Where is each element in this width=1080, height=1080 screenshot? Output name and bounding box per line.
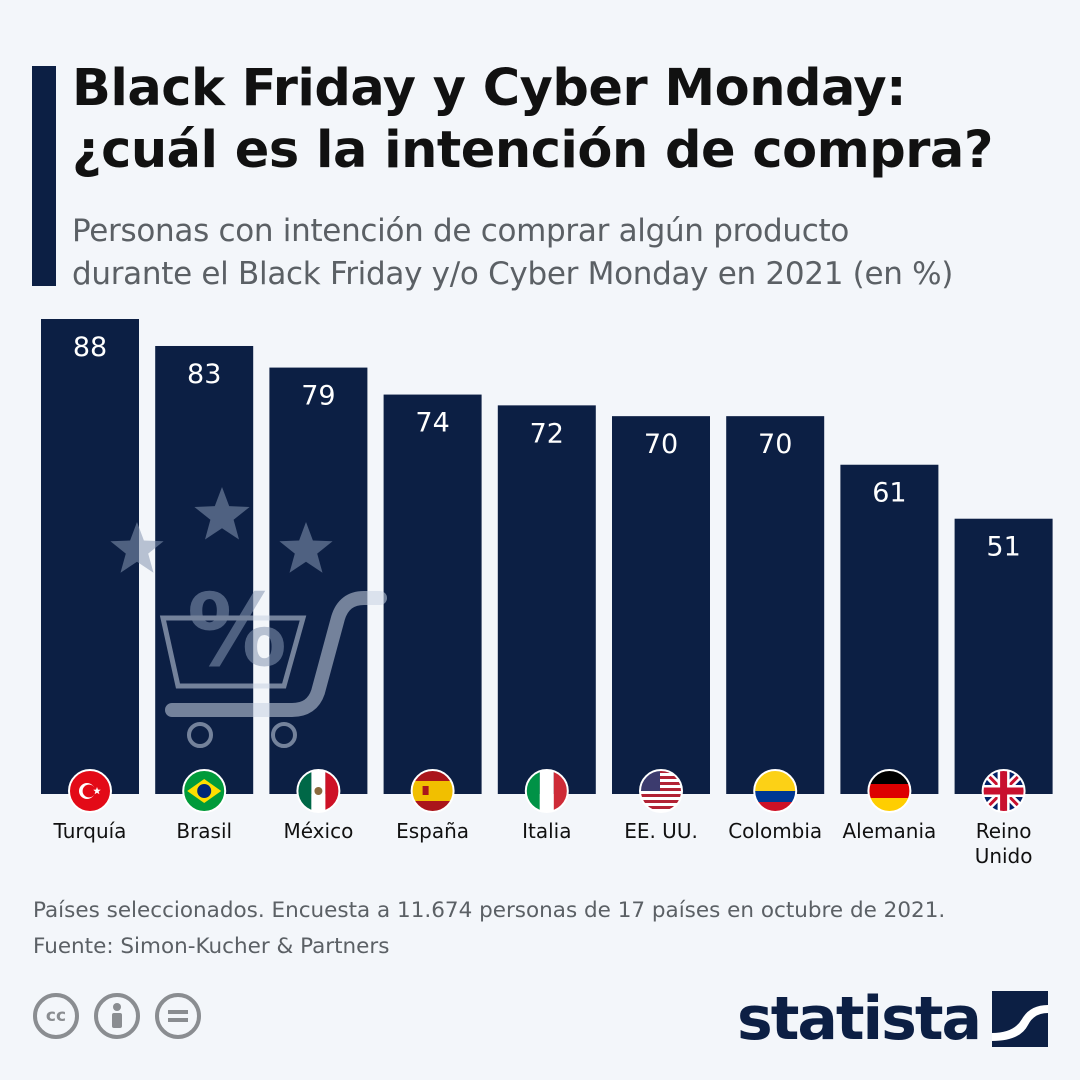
page-title: Black Friday y Cyber Monday: ¿cuál es la…	[72, 58, 993, 182]
value-label: 61	[872, 478, 906, 509]
category-label-brasil: Brasil	[176, 819, 232, 843]
star-icon	[194, 487, 250, 540]
no-derivatives-icon[interactable]	[155, 993, 201, 1039]
category-label-colombia: Colombia	[728, 819, 822, 843]
category-label-espana: España	[396, 819, 469, 843]
subtitle: Personas con intención de comprar algún …	[72, 210, 953, 296]
bar-chart: 88 83 79 74 72 70 70 61 51% Turquía Brasil México Es…	[41, 319, 1053, 868]
attribution-icon[interactable]	[94, 993, 140, 1039]
bar-alemania[interactable]	[840, 464, 939, 794]
subtitle-line-2: durante el Black Friday y/o Cyber Monday…	[72, 256, 954, 292]
value-label: 74	[415, 408, 449, 439]
uk-flag	[982, 770, 1025, 812]
title-line-1: Black Friday y Cyber Monday:	[72, 59, 906, 118]
value-label: 88	[73, 332, 107, 363]
usa-flag	[640, 770, 682, 812]
value-labels: 88 83 79 74 72 70 70 61 51	[73, 332, 1021, 563]
cart-wheel-icon	[187, 722, 213, 748]
value-label: 70	[758, 429, 792, 460]
bar-ee-uu[interactable]	[612, 416, 710, 794]
footnote: Países seleccionados. Encuesta a 11.674 …	[33, 893, 945, 965]
bar-espana[interactable]	[383, 394, 482, 794]
category-label-turquia: Turquía	[53, 819, 127, 843]
turkey-flag	[69, 770, 111, 812]
shopping-cart-illustration: %	[110, 487, 387, 748]
brazil-flag	[183, 770, 226, 812]
value-label: 72	[530, 418, 564, 449]
bar-colombia[interactable]	[726, 416, 825, 794]
survey-note: Países seleccionados. Encuesta a 11.674 …	[33, 898, 946, 923]
brand-name: statista	[736, 984, 982, 1054]
value-label: 70	[644, 429, 678, 460]
percent-icon: %	[187, 572, 287, 689]
license-icons: cc	[33, 993, 201, 1039]
bars	[41, 319, 1053, 794]
category-label-mexico: México	[283, 819, 353, 843]
star-icon	[110, 522, 164, 573]
category-label-reino-unido: Reino Unido	[975, 819, 1033, 868]
value-label: 83	[187, 359, 221, 390]
bar-italia[interactable]	[497, 405, 596, 794]
flags	[68, 769, 1026, 813]
star-icon	[279, 522, 333, 573]
value-label: 51	[986, 532, 1020, 563]
bar-brasil[interactable]	[155, 345, 254, 794]
cc-icon[interactable]: cc	[33, 993, 79, 1039]
subtitle-line-1: Personas con intención de comprar algún …	[72, 213, 850, 249]
bar-turquia[interactable]	[41, 319, 139, 794]
category-label-ee-uu: EE. UU.	[624, 819, 698, 843]
bar-reino-unido[interactable]	[954, 518, 1053, 794]
statista-logo-icon	[992, 991, 1048, 1047]
category-labels: Turquía Brasil México España Italia EE. UU. Co…	[53, 819, 1033, 868]
statista-logo[interactable]: statista	[737, 984, 1048, 1054]
cart-wheel-icon	[271, 722, 297, 748]
value-label: 79	[301, 381, 335, 412]
cart-handle-icon	[165, 591, 387, 717]
colombia-flag	[754, 770, 797, 812]
cart-basket-icon	[159, 615, 307, 689]
spain-flag	[411, 770, 454, 812]
category-label-alemania: Alemania	[843, 819, 937, 843]
category-label-italia: Italia	[522, 819, 571, 843]
title-line-2: ¿cuál es la intención de compra?	[72, 121, 993, 180]
title-accent-bar	[32, 66, 56, 286]
source-note: Fuente: Simon-Kucher & Partners	[33, 934, 390, 959]
